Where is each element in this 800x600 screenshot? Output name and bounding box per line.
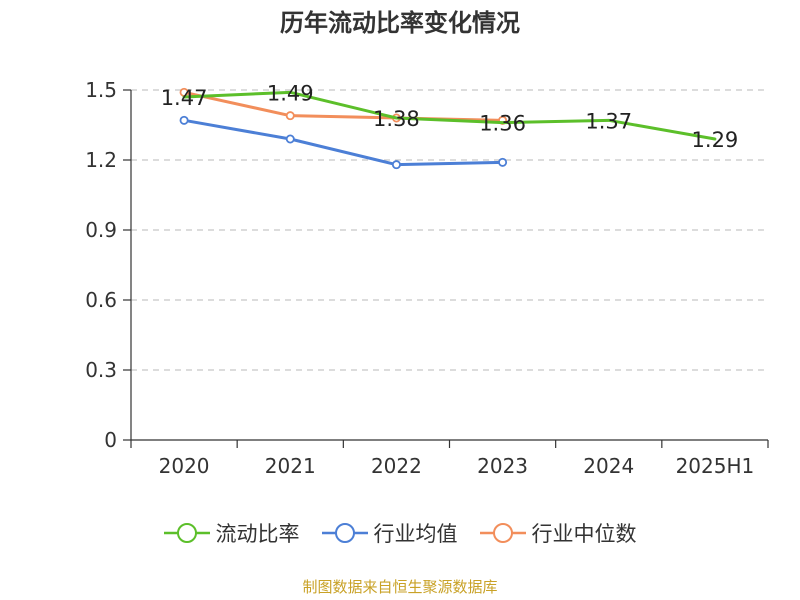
data-label: 1.49 <box>267 81 314 105</box>
y-tick-label: 1.2 <box>85 148 117 172</box>
legend-item-industry-mean[interactable]: 行业均值 <box>321 518 458 548</box>
x-tick-label: 2023 <box>477 454 528 478</box>
data-point <box>391 160 401 170</box>
chart-title: 历年流动比率变化情况 <box>280 9 520 37</box>
x-tick-label: 2025H1 <box>676 454 755 478</box>
legend-label: 流动比率 <box>215 522 300 546</box>
legend-marker-icon <box>321 523 368 543</box>
grid-lines <box>131 89 768 371</box>
x-tick-label: 2021 <box>265 454 316 478</box>
data-label: 1.38 <box>373 107 420 131</box>
legend-marker-icon <box>479 523 526 543</box>
legend-item-current-ratio[interactable]: 流动比率 <box>163 518 300 548</box>
y-tick-label: 0.3 <box>85 358 117 382</box>
data-label: 1.36 <box>479 112 526 136</box>
source-note: 制图数据来自恒生聚源数据库 <box>302 578 498 596</box>
y-tick-label: 0.9 <box>85 218 117 242</box>
y-tick-label: 1.5 <box>85 78 117 102</box>
axes: 0 0.3 0.6 0.9 1.2 1.5 2020 2021 2022 2023 2024 2025… <box>85 78 769 478</box>
legend-label: 行业中位数 <box>531 522 637 546</box>
x-tick-label: 2020 <box>159 454 210 478</box>
data-label: 1.29 <box>692 128 739 152</box>
series-line <box>182 90 717 141</box>
data-point <box>179 115 189 125</box>
data-label: 1.37 <box>585 109 632 133</box>
data-point <box>498 157 508 167</box>
series-lines <box>179 87 717 170</box>
legend: 流动比率 行业均值 行业中位数 <box>0 518 800 548</box>
legend-item-industry-median[interactable]: 行业中位数 <box>479 518 637 548</box>
data-point <box>285 134 295 144</box>
series-line <box>182 118 505 167</box>
data-label: 1.47 <box>161 86 208 110</box>
x-tick-label: 2022 <box>371 454 422 478</box>
legend-marker-icon <box>163 523 210 543</box>
y-tick-label: 0.6 <box>85 288 117 312</box>
y-tick-label: 0 <box>104 428 117 452</box>
x-tick-label: 2024 <box>583 454 634 478</box>
data-point <box>285 111 295 121</box>
data-labels: 1.47 1.49 1.38 1.36 1.37 1.29 <box>161 81 739 152</box>
legend-label: 行业均值 <box>373 522 458 546</box>
